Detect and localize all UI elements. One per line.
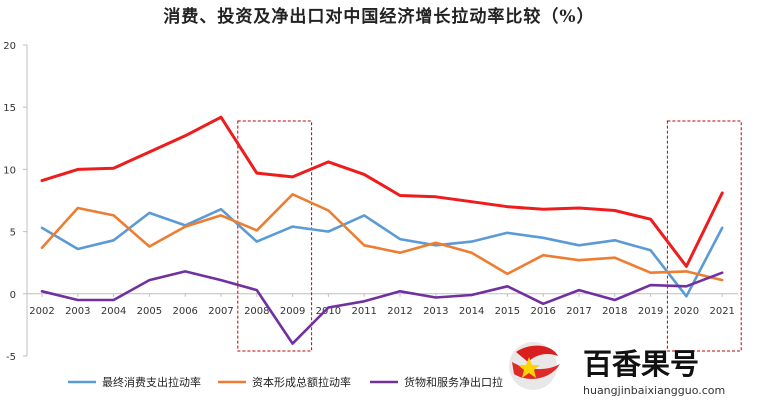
watermark-url: huangjinbaixiangguo.com bbox=[583, 384, 725, 397]
legend-label: 最终消费支出拉动率 bbox=[102, 375, 201, 389]
x-tick-label: 2002 bbox=[29, 306, 54, 317]
series-line-2 bbox=[40, 193, 724, 282]
x-tick-label: 2017 bbox=[566, 306, 591, 317]
series-lines bbox=[40, 115, 724, 345]
x-tick-label: 2015 bbox=[495, 306, 520, 317]
highlight-box bbox=[237, 120, 313, 352]
legend-label: 资本形成总额拉动率 bbox=[252, 375, 351, 389]
legend-label: 货物和服务净出口拉 bbox=[404, 375, 503, 389]
y-tick-label: 20 bbox=[3, 41, 16, 52]
x-tick-label: 2010 bbox=[316, 306, 341, 317]
x-tick-label: 2009 bbox=[280, 306, 305, 317]
x-tick-label: 2018 bbox=[602, 306, 627, 317]
x-tick-label: 2012 bbox=[387, 306, 412, 317]
x-tick-label: 2011 bbox=[351, 306, 376, 317]
x-tick-label: 2004 bbox=[101, 306, 126, 317]
y-tick-label: 5 bbox=[10, 228, 16, 239]
x-tick-label: 2007 bbox=[208, 306, 233, 317]
x-tick-label: 2021 bbox=[709, 306, 734, 317]
y-tick-label: 15 bbox=[3, 103, 16, 114]
axes: -5 0 5 10 15 20 2002 2003 2004 2005 2006 2007 2008 20… bbox=[3, 41, 738, 363]
star-flag-icon bbox=[509, 342, 560, 390]
legend: 最终消费支出拉动率 资本形成总额拉动率 货物和服务净出口拉 bbox=[68, 375, 503, 389]
x-tick-label: 2006 bbox=[172, 306, 197, 317]
series-line-1 bbox=[40, 207, 724, 298]
x-tick-label: 2014 bbox=[459, 306, 484, 317]
x-tick-label: 2005 bbox=[137, 306, 162, 317]
y-tick-label: 0 bbox=[10, 290, 16, 301]
x-tick-label: 2003 bbox=[65, 306, 90, 317]
highlight-box bbox=[666, 120, 742, 352]
x-tick-label: 2019 bbox=[638, 306, 663, 317]
x-tick-label: 2013 bbox=[423, 306, 448, 317]
watermark-brand: 百香果号 bbox=[583, 347, 699, 381]
series-line-3 bbox=[40, 270, 724, 345]
y-tick-label: 10 bbox=[3, 165, 16, 176]
x-tick-label: 2020 bbox=[674, 306, 699, 317]
x-tick-label: 2008 bbox=[244, 306, 269, 317]
highlight-boxes bbox=[237, 120, 742, 352]
x-tick-label: 2016 bbox=[530, 306, 555, 317]
series-line-0 bbox=[40, 115, 724, 268]
chart-title: 消费、投资及净出口对中国经济增长拉动率比较（%） bbox=[163, 6, 594, 27]
y-tick-label: -5 bbox=[6, 352, 16, 363]
watermark: 百香果号 huangjinbaixiangguo.com bbox=[509, 342, 725, 397]
